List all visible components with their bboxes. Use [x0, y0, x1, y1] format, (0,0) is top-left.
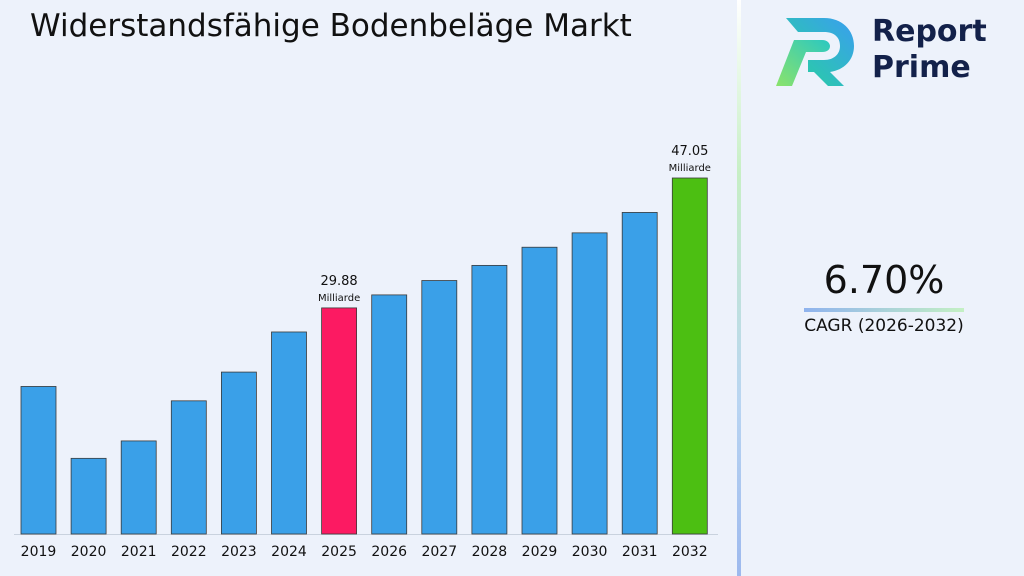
bar-2025 [321, 307, 358, 535]
x-tick-label-2031: 2031 [622, 544, 658, 560]
x-tick-label-2019: 2019 [21, 544, 57, 560]
data-unit-label-2032: Milliarde [669, 163, 711, 174]
data-label-2032: 47.05 [671, 144, 708, 159]
cagr-value: 6.70% [823, 258, 945, 302]
bar-2020 [70, 457, 107, 535]
bar-2026 [371, 294, 408, 535]
cagr-underline [804, 308, 964, 312]
bar-2023 [220, 371, 257, 535]
bar-2019 [20, 386, 57, 535]
data-label-2025: 29.88 [320, 274, 357, 289]
x-tick-label-2028: 2028 [472, 544, 508, 560]
bar-2031 [621, 212, 658, 535]
brand-line-2: Prime [872, 50, 971, 85]
bar-2024 [271, 331, 307, 535]
bar-2032 [671, 177, 708, 535]
x-tick-label-2023: 2023 [221, 544, 257, 560]
brand-name: Report Prime [872, 14, 987, 86]
bar-2021 [120, 440, 157, 535]
x-tick-label-2024: 2024 [271, 544, 307, 560]
x-tick-label-2027: 2027 [421, 544, 457, 560]
chart-title: Widerstandsfähige Bodenbeläge Markt [30, 8, 632, 44]
bar-2029 [521, 246, 558, 535]
x-tick-label-2032: 2032 [672, 544, 708, 560]
x-tick-label-2020: 2020 [71, 544, 107, 560]
divider [737, 0, 741, 576]
bar-2028 [471, 264, 508, 535]
bar-2027 [421, 280, 458, 535]
x-tick-label-2030: 2030 [572, 544, 608, 560]
bar-2030 [571, 232, 608, 535]
data-unit-label-2025: Milliarde [318, 293, 360, 304]
x-tick-label-2022: 2022 [171, 544, 207, 560]
bar-2022 [170, 400, 207, 535]
x-tick-label-2021: 2021 [121, 544, 157, 560]
brand-line-1: Report [872, 14, 987, 49]
x-tick-label-2025: 2025 [321, 544, 357, 560]
report-prime-logo-icon [776, 18, 854, 86]
bar-chart: 2019 2020 2021 2022 2023 2024 2025 2026 2027 2028… [14, 144, 718, 560]
report-prime-logo: Report Prime [768, 14, 1008, 90]
cagr-label: CAGR (2026-2032) [804, 316, 964, 336]
x-tick-label-2029: 2029 [522, 544, 558, 560]
x-tick-label-2026: 2026 [371, 544, 407, 560]
